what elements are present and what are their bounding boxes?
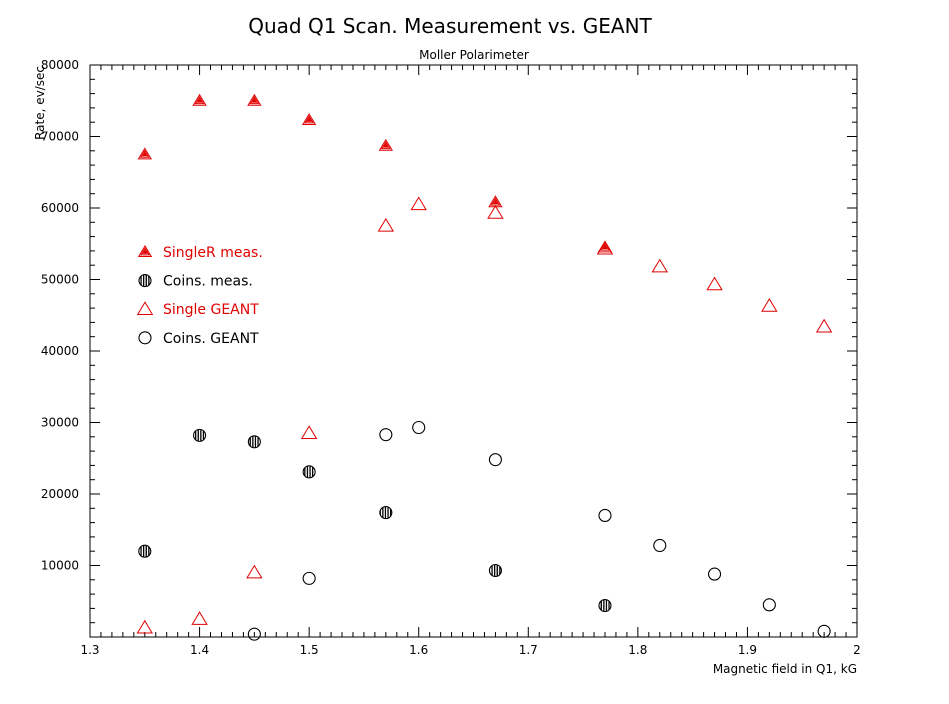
legend-marker	[137, 245, 153, 257]
x-tick-label: 1.6	[409, 643, 428, 657]
x-tick-label: 1.7	[519, 643, 538, 657]
data-point	[762, 598, 776, 612]
data-point	[247, 93, 262, 106]
data-point	[487, 205, 504, 219]
data-point	[815, 318, 833, 333]
data-point	[137, 147, 152, 160]
x-tick-label: 1.4	[190, 643, 209, 657]
data-marks	[136, 93, 833, 641]
data-point	[379, 506, 393, 520]
x-axis-label: Magnetic field in Q1, kG	[713, 662, 857, 676]
x-tick-label: 2	[853, 643, 861, 657]
data-point	[377, 217, 395, 232]
legend: SingleR meas. Coins. meas. Single GEANT Coi…	[136, 245, 263, 347]
x-tick-label: 1.9	[738, 643, 757, 657]
data-point	[817, 624, 831, 638]
chart-subtitle: Moller Polarimeter	[419, 48, 529, 62]
data-point	[192, 93, 207, 106]
data-point	[706, 276, 723, 291]
data-point	[488, 563, 502, 578]
data-point	[596, 240, 614, 255]
y-tick-label: 40000	[41, 344, 79, 358]
data-point	[193, 428, 207, 442]
data-point	[191, 611, 208, 625]
y-axis-label: Rate, ev/sec	[33, 66, 47, 140]
chart-title: Quad Q1 Scan. Measurement vs. GEANT	[248, 14, 652, 38]
y-tick-label: 10000	[41, 559, 79, 573]
data-point	[302, 465, 316, 479]
y-tick-label: 50000	[41, 273, 79, 287]
data-point	[598, 508, 612, 523]
data-point	[651, 258, 669, 273]
data-point	[247, 435, 261, 449]
data-point	[598, 598, 612, 613]
data-point	[488, 453, 502, 467]
data-point	[246, 564, 263, 579]
y-tick-label: 80000	[41, 58, 79, 72]
data-point	[597, 240, 613, 253]
x-tick-label: 1.5	[300, 643, 319, 657]
data-point	[708, 567, 722, 581]
data-point	[410, 196, 427, 211]
legend-label: SingleR meas.	[163, 245, 263, 261]
legend-label: Coins. meas.	[163, 274, 253, 290]
axes: 1.3 1.4 1.5 1.6 1.7 1.8 1.9 2 10000 20000 30000 400…	[41, 58, 861, 657]
y-tick-label: 70000	[41, 130, 79, 144]
legend-label: Single GEANT	[163, 302, 259, 318]
legend-marker	[138, 274, 152, 288]
legend-label: Coins. GEANT	[163, 331, 259, 347]
plot-frame	[89, 64, 858, 638]
data-point	[301, 113, 317, 126]
data-point	[302, 571, 316, 585]
data-point	[379, 428, 393, 442]
data-point	[247, 627, 261, 641]
y-tick-label: 20000	[41, 487, 79, 501]
data-point	[653, 538, 667, 553]
data-point	[136, 619, 154, 634]
x-tick-label: 1.8	[628, 643, 647, 657]
legend-marker	[138, 331, 152, 345]
y-tick-label: 30000	[41, 416, 79, 430]
data-point	[138, 544, 152, 558]
x-tick-label: 1.3	[80, 643, 99, 657]
data-point	[412, 420, 426, 435]
data-point	[378, 138, 394, 151]
data-point	[300, 425, 318, 439]
data-point	[761, 297, 778, 312]
legend-marker	[136, 301, 154, 315]
y-tick-label: 60000	[41, 201, 79, 215]
